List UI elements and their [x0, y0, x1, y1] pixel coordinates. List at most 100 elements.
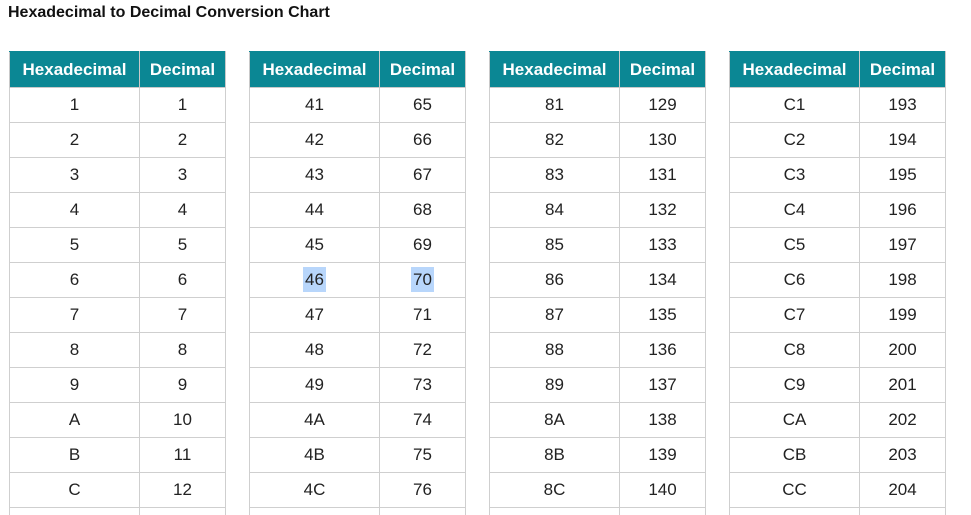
- decimal-cell: 195: [859, 157, 946, 193]
- table-row: 4C 76: [249, 472, 466, 508]
- hex-cell: 4: [9, 192, 140, 228]
- hex-cell: 86: [489, 262, 620, 298]
- hex-cell: 4C: [249, 472, 380, 508]
- table-row: C3 195: [729, 157, 946, 193]
- decimal-cell: 129: [619, 87, 706, 123]
- table-row: C8 200: [729, 332, 946, 368]
- hex-cell: 85: [489, 227, 620, 263]
- hex-cell: 8: [9, 332, 140, 368]
- hex-cell: [729, 507, 860, 515]
- hex-cell: C2: [729, 122, 860, 158]
- table-row: 81 129: [489, 87, 706, 123]
- hex-cell: 4B: [249, 437, 380, 473]
- decimal-cell: 193: [859, 87, 946, 123]
- decimal-cell: 71: [379, 297, 466, 333]
- table-row: [249, 507, 466, 515]
- selected-text[interactable]: 70: [411, 267, 434, 292]
- hex-cell: [249, 507, 380, 515]
- hex-cell: 42: [249, 122, 380, 158]
- decimal-cell: 140: [619, 472, 706, 508]
- decimal-cell: 70: [379, 262, 466, 298]
- hex-cell: 49: [249, 367, 380, 403]
- decimal-cell: 66: [379, 122, 466, 158]
- table-row: 46 70: [249, 262, 466, 298]
- decimal-cell: 131: [619, 157, 706, 193]
- table-row: A 10: [9, 402, 226, 438]
- table-row: 43 67: [249, 157, 466, 193]
- decimal-cell: 133: [619, 227, 706, 263]
- hex-cell: 45: [249, 227, 380, 263]
- conversion-table-4: Hexadecimal Decimal C1 193 C2 194 C3 195 C4 196…: [729, 51, 946, 515]
- decimal-cell: 6: [139, 262, 226, 298]
- hex-cell: 81: [489, 87, 620, 123]
- hex-cell: 8A: [489, 402, 620, 438]
- table-row: 86 134: [489, 262, 706, 298]
- header-hexadecimal: Hexadecimal: [249, 51, 380, 88]
- table-body: 1 1 2 2 3 3 4 4 5 5 6 6 7 7 8 8 9 9 A 10 B 11 C 12: [9, 87, 226, 515]
- hex-cell: 89: [489, 367, 620, 403]
- hex-cell: 7: [9, 297, 140, 333]
- decimal-cell: 138: [619, 402, 706, 438]
- decimal-cell: 130: [619, 122, 706, 158]
- table-row: 88 136: [489, 332, 706, 368]
- table-row: C6 198: [729, 262, 946, 298]
- decimal-cell: 2: [139, 122, 226, 158]
- hex-cell: A: [9, 402, 140, 438]
- hex-cell: 3: [9, 157, 140, 193]
- decimal-cell: 139: [619, 437, 706, 473]
- decimal-cell: 197: [859, 227, 946, 263]
- table-body: 81 129 82 130 83 131 84 132 85 133 86 134 87 135 88 136…: [489, 87, 706, 515]
- decimal-cell: 3: [139, 157, 226, 193]
- hex-cell: B: [9, 437, 140, 473]
- hex-cell: C9: [729, 367, 860, 403]
- table-row: 8C 140: [489, 472, 706, 508]
- table-row: 4B 75: [249, 437, 466, 473]
- table-row: 85 133: [489, 227, 706, 263]
- table-header-row: Hexadecimal Decimal: [249, 51, 466, 88]
- decimal-cell: 200: [859, 332, 946, 368]
- hex-cell: 48: [249, 332, 380, 368]
- table-row: 42 66: [249, 122, 466, 158]
- hex-cell: 4A: [249, 402, 380, 438]
- table-row: 87 135: [489, 297, 706, 333]
- table-row: 8A 138: [489, 402, 706, 438]
- table-row: 48 72: [249, 332, 466, 368]
- header-decimal: Decimal: [859, 51, 946, 88]
- hex-cell: 87: [489, 297, 620, 333]
- decimal-cell: 10: [139, 402, 226, 438]
- hex-cell: 47: [249, 297, 380, 333]
- hex-cell: C3: [729, 157, 860, 193]
- decimal-cell: 199: [859, 297, 946, 333]
- table-row: 49 73: [249, 367, 466, 403]
- hex-cell: 6: [9, 262, 140, 298]
- hex-cell: 2: [9, 122, 140, 158]
- decimal-cell: 137: [619, 367, 706, 403]
- hex-cell: C5: [729, 227, 860, 263]
- table-row: 83 131: [489, 157, 706, 193]
- conversion-table-3: Hexadecimal Decimal 81 129 82 130 83 131 84 132…: [489, 51, 706, 515]
- table-row: CB 203: [729, 437, 946, 473]
- decimal-cell: 204: [859, 472, 946, 508]
- table-row: [9, 507, 226, 515]
- table-row: 45 69: [249, 227, 466, 263]
- table-row: 44 68: [249, 192, 466, 228]
- decimal-cell: 12: [139, 472, 226, 508]
- header-hexadecimal: Hexadecimal: [489, 51, 620, 88]
- decimal-cell: [379, 507, 466, 515]
- decimal-cell: 4: [139, 192, 226, 228]
- hex-cell: 82: [489, 122, 620, 158]
- decimal-cell: 65: [379, 87, 466, 123]
- hex-cell: [9, 507, 140, 515]
- decimal-cell: 7: [139, 297, 226, 333]
- table-row: C4 196: [729, 192, 946, 228]
- table-row: C9 201: [729, 367, 946, 403]
- selected-text[interactable]: 46: [303, 267, 326, 292]
- decimal-cell: 194: [859, 122, 946, 158]
